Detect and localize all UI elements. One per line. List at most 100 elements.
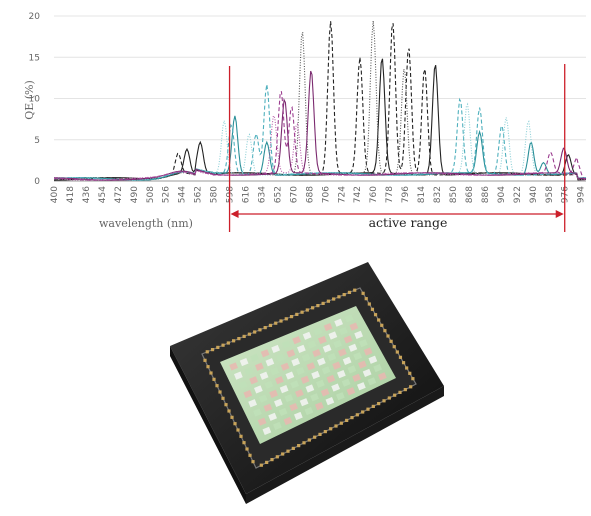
x-tick-label: 670 xyxy=(289,186,299,203)
x-tick-label: 850 xyxy=(449,186,459,203)
x-tick-label: 562 xyxy=(194,186,204,203)
x-tick-label: 490 xyxy=(130,186,140,203)
bond-pad xyxy=(212,377,216,381)
grid-lines xyxy=(54,15,586,182)
bond-pad xyxy=(242,334,246,338)
x-tick-label: 868 xyxy=(465,186,475,203)
pixel-cell xyxy=(259,371,269,380)
y-tick-label: 20 xyxy=(29,12,41,22)
pixel-cell xyxy=(359,339,368,348)
bond-pad xyxy=(395,350,399,354)
bond-pad xyxy=(380,323,384,327)
bond-pad xyxy=(230,415,234,419)
x-tick-label: 652 xyxy=(273,186,283,203)
pixel-cell xyxy=(378,372,387,381)
pixel-cell xyxy=(332,361,341,370)
bond-pad xyxy=(318,432,322,436)
pixel-cell xyxy=(283,416,293,426)
qe-chart: 0 5 10 15 20 400 418 436 454 472 490 508 526 544 562 5… xyxy=(0,0,591,240)
bond-pad xyxy=(389,339,393,343)
bond-pad xyxy=(305,308,309,312)
pixel-cell xyxy=(257,417,267,426)
bond-pad xyxy=(258,328,262,332)
qe-series-line xyxy=(53,91,587,181)
pixel-cell xyxy=(325,397,335,406)
bond-pad xyxy=(247,332,251,336)
x-tick-label: 814 xyxy=(417,186,427,203)
pixel-cell xyxy=(234,371,243,380)
pixel-cell xyxy=(280,362,290,371)
pixel-cell xyxy=(269,389,278,398)
bond-pad xyxy=(364,297,368,301)
y-tick-label: 5 xyxy=(34,136,40,146)
bond-pad xyxy=(401,361,406,365)
bond-pad xyxy=(259,463,263,467)
bond-pad xyxy=(215,384,219,388)
active-range-markers xyxy=(228,64,566,232)
bond-pad xyxy=(263,326,267,330)
x-tick-label: 994 xyxy=(577,186,587,203)
pixel-cell xyxy=(238,380,248,389)
pixel-cell xyxy=(349,322,359,331)
pixel-cell xyxy=(300,375,310,384)
x-tick-label: 958 xyxy=(545,186,555,203)
pixel-cell xyxy=(294,411,303,421)
bond-pad xyxy=(393,393,397,397)
bond-pad xyxy=(355,413,359,417)
qe-series-line xyxy=(53,21,586,181)
x-tick-label: 886 xyxy=(481,186,491,203)
pixel-cell xyxy=(354,330,363,339)
x-tick-label: 706 xyxy=(321,186,331,203)
bond-pad xyxy=(239,434,243,438)
bond-pad xyxy=(300,310,304,314)
bond-pad xyxy=(370,307,375,311)
bond-pad xyxy=(227,409,231,413)
bond-pad xyxy=(377,402,381,406)
bond-pad xyxy=(206,365,210,369)
bond-pad xyxy=(302,441,306,445)
pixel-cell xyxy=(244,367,254,376)
pixel-cell xyxy=(289,402,298,412)
bond-pad xyxy=(245,447,249,451)
bond-pad xyxy=(313,435,317,439)
bond-pad xyxy=(242,441,246,445)
pixel-cell xyxy=(327,352,337,362)
bond-pad xyxy=(345,418,349,422)
bond-pad xyxy=(248,453,252,457)
series-lines xyxy=(53,20,587,181)
pixel-cell xyxy=(254,385,263,394)
pixel-cell xyxy=(323,322,333,332)
bond-pad xyxy=(205,350,209,354)
qe-series-line xyxy=(54,84,586,181)
pixel-cell xyxy=(262,426,272,435)
pixel-cell xyxy=(271,344,280,354)
pixel-cell xyxy=(274,398,283,407)
pixel-cell xyxy=(295,389,304,398)
bond-pad xyxy=(251,460,255,464)
bond-pad xyxy=(291,446,295,450)
pixel-cell xyxy=(275,376,284,385)
pixel-cell xyxy=(357,382,366,391)
x-tick-label: 760 xyxy=(369,186,379,203)
qe-series-line xyxy=(53,114,587,181)
pixel-cell xyxy=(339,326,348,336)
pixel-cell xyxy=(316,379,325,388)
bond-pad xyxy=(350,416,354,420)
x-tick-label: 778 xyxy=(385,186,395,203)
chip-side xyxy=(170,346,246,504)
pixel-cell xyxy=(263,403,273,412)
bond-pad xyxy=(382,399,386,403)
x-tick-label: 400 xyxy=(50,186,60,203)
pixel-cell xyxy=(253,408,262,417)
x-tick-label: 904 xyxy=(497,186,507,203)
bond-pad xyxy=(210,348,215,352)
bond-pad xyxy=(265,460,269,464)
y-tick-labels: 0 5 10 15 20 xyxy=(29,12,41,187)
pixel-cell xyxy=(326,374,336,384)
bond-pad xyxy=(295,312,299,316)
bond-pad xyxy=(216,345,220,349)
pixel-cell xyxy=(328,331,338,340)
x-tick-label: 436 xyxy=(82,186,92,203)
pixel-cell xyxy=(249,376,258,385)
pixel-cell xyxy=(284,394,294,403)
